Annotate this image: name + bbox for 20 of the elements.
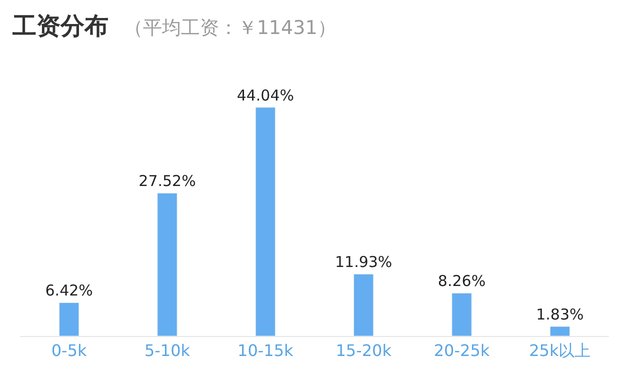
chart-subtitle: （平均工资：￥11431） bbox=[124, 16, 336, 39]
data-label: 1.83% bbox=[536, 306, 584, 324]
x-tick-label: 25k以上 bbox=[529, 341, 591, 360]
bar bbox=[550, 326, 570, 336]
chart-title: 工资分布 bbox=[12, 12, 109, 40]
data-label: 8.26% bbox=[438, 272, 486, 290]
data-label: 44.04% bbox=[236, 86, 294, 104]
bar bbox=[59, 302, 80, 336]
bar bbox=[255, 107, 276, 336]
bar bbox=[354, 274, 374, 336]
bar bbox=[452, 292, 472, 336]
x-tick-label: 5-10k bbox=[144, 341, 191, 360]
data-label: 27.52% bbox=[138, 172, 196, 190]
x-tick-label: 0-5k bbox=[51, 341, 88, 360]
x-tick-label: 20-25k bbox=[434, 341, 490, 360]
x-tick-label: 15-20k bbox=[336, 341, 392, 360]
bar bbox=[157, 192, 178, 336]
data-label: 6.42% bbox=[45, 282, 93, 300]
data-label: 11.93% bbox=[334, 253, 392, 272]
x-tick-label: 10-15k bbox=[238, 341, 294, 360]
